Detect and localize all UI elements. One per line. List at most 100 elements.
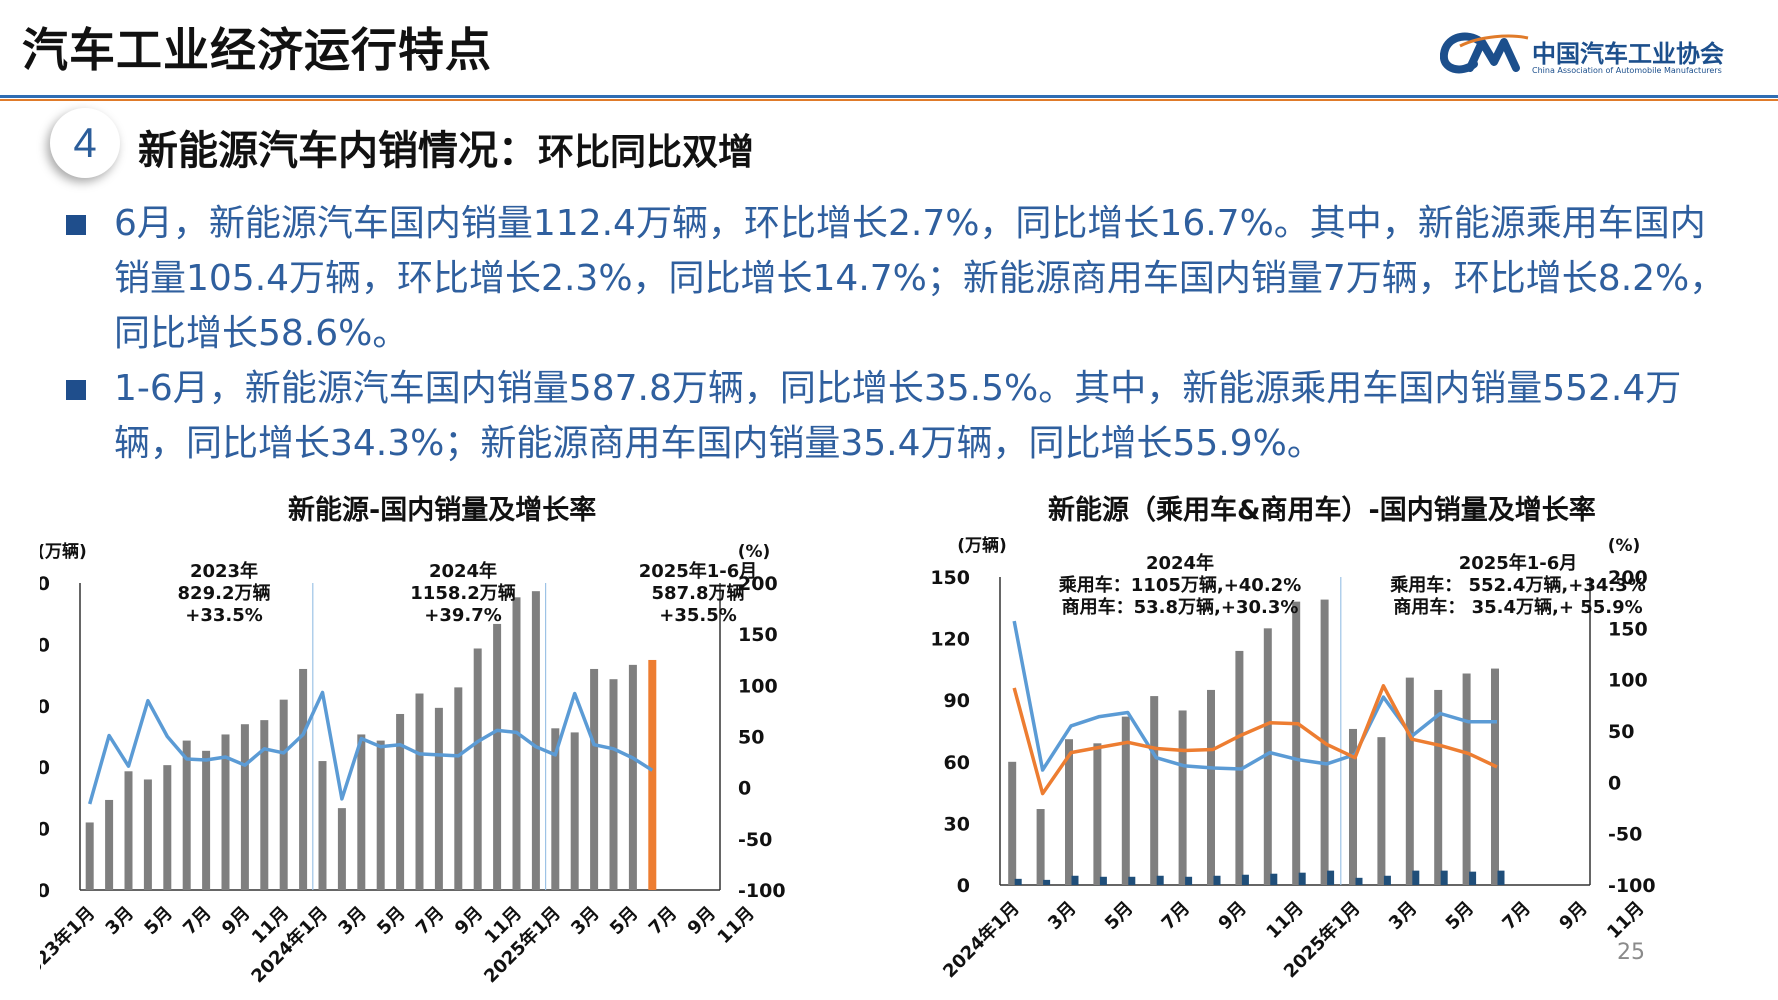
y-right-tick-label: 50	[738, 727, 764, 749]
bar	[628, 664, 637, 890]
x-tick-label: 5月	[1101, 898, 1137, 934]
y-left-tick-label: 30	[40, 819, 50, 841]
chart-annotation: 2025年1-6月	[639, 560, 758, 582]
x-tick-label: 11月	[1262, 898, 1307, 943]
bar	[163, 765, 172, 890]
y-right-tick-label: 50	[1608, 721, 1634, 743]
section-subtitle: 环比同比双增	[538, 132, 755, 173]
bullet-square-icon	[66, 215, 86, 235]
y-right-tick-label: 100	[738, 675, 778, 697]
bar-commercial	[1071, 875, 1079, 885]
bar	[279, 699, 288, 890]
bullet-text: 1-6月，新能源汽车国内销量587.8万辆，同比增长35.5%。其中，新能源乘用…	[114, 368, 1682, 464]
y-right-unit: (%)	[738, 542, 771, 562]
bar	[590, 668, 599, 890]
y-left-tick-label: 0	[40, 880, 50, 902]
bar	[221, 734, 230, 890]
chart-annotation: 2025年1-6月	[1459, 552, 1578, 574]
chart-annotation: 587.8万辆	[652, 582, 745, 604]
x-tick-label: 5月	[606, 903, 642, 939]
x-tick-label: 7月	[412, 903, 448, 939]
x-tick-label: 5月	[140, 903, 176, 939]
bar	[357, 734, 366, 890]
bar	[1377, 737, 1386, 885]
section-title-main: 新能源汽车内销情况：	[138, 128, 538, 174]
chart-annotation: +35.5%	[659, 605, 737, 626]
chart-annotation: 乘用车： 552.4万辆,+34.3%	[1389, 574, 1646, 596]
bar	[182, 740, 191, 890]
chart-1-title: 新能源-国内销量及增长率	[288, 495, 597, 526]
bar	[1292, 601, 1301, 885]
x-tick-label: 5月	[1442, 898, 1478, 934]
bar	[512, 597, 521, 890]
section-number-badge: 4	[50, 108, 120, 178]
section-number: 4	[73, 119, 97, 166]
y-left-tick-label: 60	[944, 752, 970, 774]
y-left-tick-label: 0	[957, 875, 970, 897]
bar-commercial	[1497, 870, 1505, 885]
y-right-tick-label: 0	[1608, 772, 1621, 794]
chart-annotation: 829.2万辆	[178, 582, 271, 604]
logo-mark-icon	[1440, 32, 1529, 74]
bar-commercial	[1327, 870, 1335, 885]
y-right-tick-label: -50	[1608, 824, 1642, 846]
y-left-tick-label: 150	[930, 567, 970, 589]
page-number: 25	[1617, 940, 1645, 965]
y-left-tick-label: 150	[40, 573, 50, 595]
bar-commercial	[1099, 876, 1107, 885]
y-right-tick-label: -50	[738, 829, 772, 851]
y-right-tick-label: 150	[1608, 618, 1648, 640]
bar-commercial	[1014, 878, 1022, 885]
x-tick-label: 3月	[567, 903, 603, 939]
page-title: 汽车工业经济运行特点	[22, 23, 492, 77]
x-tick-label: 7月	[1158, 898, 1194, 934]
bar	[609, 679, 618, 890]
x-tick-label: 11月	[714, 903, 759, 948]
x-tick-label: 9月	[1555, 898, 1591, 934]
bar	[260, 720, 269, 890]
bar	[531, 591, 540, 890]
bullet-square-icon	[66, 380, 86, 400]
chart-2-passenger-commercial: (万辆) (%) 0 30 60 90 120 150 -100 -50 0 50 100 150 200 2…	[930, 535, 1655, 982]
bar	[240, 724, 249, 890]
chart-annotation: 2024年	[1146, 552, 1214, 574]
bar	[1150, 696, 1159, 885]
bar	[1349, 728, 1357, 885]
bar-commercial	[1156, 875, 1164, 885]
bar	[493, 623, 502, 890]
bar-commercial	[1298, 872, 1306, 885]
bar	[299, 668, 308, 890]
bar	[1065, 739, 1073, 885]
chart-annotation: 乘用车：1105万辆,+40.2%	[1058, 574, 1301, 596]
bar	[1093, 743, 1102, 885]
bar-commercial	[1270, 873, 1278, 885]
y-left-tick-label: 90	[40, 696, 50, 718]
bullet-list: 6月，新能源汽车国内销量112.4万辆，环比增长2.7%，同比增长16.7%。其…	[66, 196, 1726, 471]
y-right-tick-label: 100	[1608, 670, 1648, 692]
bar-commercial	[1241, 874, 1249, 885]
chart-annotation: 1158.2万辆	[410, 582, 515, 604]
bar	[570, 732, 579, 890]
chart-2-title: 新能源（乘用车&商用车）-国内销量及增长率	[1048, 495, 1596, 526]
logo-text-en: China Association of Automobile Manufact…	[1532, 66, 1722, 75]
bar	[1491, 668, 1499, 885]
bar	[202, 750, 211, 890]
y-right-tick-label: 150	[738, 624, 778, 646]
bar-commercial	[1043, 879, 1051, 885]
chart-1-total-sales: (万辆)(%)0306090120150-100-500501001502002…	[40, 541, 786, 987]
x-tick-label: 3月	[102, 903, 138, 939]
bar	[1036, 809, 1045, 885]
bar	[376, 740, 385, 890]
y-left-tick-label: 120	[40, 634, 50, 656]
bar	[1121, 716, 1130, 885]
bar	[124, 771, 133, 890]
bar	[85, 822, 94, 890]
x-tick-label: 7月	[1498, 898, 1534, 934]
x-tick-label: 3月	[334, 903, 370, 939]
bar-commercial	[1440, 870, 1448, 885]
bar	[143, 779, 152, 890]
bullet-item: 1-6月，新能源汽车国内销量587.8万辆，同比增长35.5%。其中，新能源乘用…	[66, 361, 1726, 471]
y-left-tick-label: 120	[930, 629, 970, 651]
bar	[105, 799, 114, 890]
bar	[1008, 761, 1017, 885]
